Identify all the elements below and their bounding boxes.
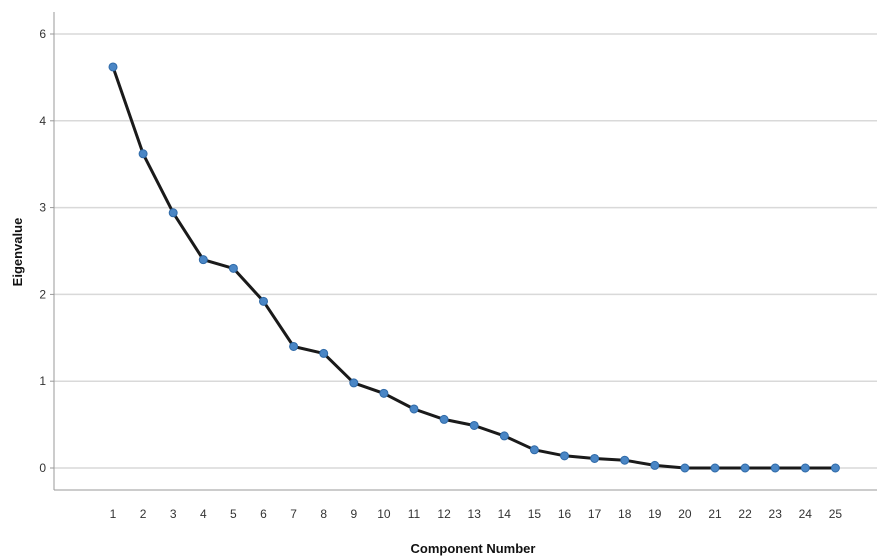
x-tick-label: 19 (648, 507, 662, 521)
y-tick-label: 0 (39, 461, 46, 475)
y-axis-title: Eigenvalue (10, 218, 25, 287)
x-tick-label: 25 (829, 507, 843, 521)
x-tick-label: 16 (558, 507, 572, 521)
x-tick-label: 21 (708, 507, 722, 521)
data-point (529, 445, 539, 455)
y-tick-label: 4 (39, 114, 46, 128)
x-tick-label: 22 (738, 507, 752, 521)
x-tick-label: 18 (618, 507, 632, 521)
data-point (228, 263, 238, 273)
data-point (650, 460, 660, 470)
x-axis-title: Component Number (411, 541, 536, 556)
y-tick-label: 1 (39, 374, 46, 388)
data-point (680, 463, 690, 473)
data-point (379, 388, 389, 398)
x-tick-label: 7 (290, 507, 297, 521)
x-tick-label: 11 (408, 507, 421, 521)
y-ticks: 0 1 2 3 4 6 (39, 27, 54, 475)
eigenvalue-points (108, 62, 840, 473)
data-point (620, 455, 630, 465)
x-tick-label: 9 (350, 507, 357, 521)
data-point (800, 463, 810, 473)
data-point (499, 431, 509, 441)
data-point (710, 463, 720, 473)
data-point (108, 62, 118, 72)
x-tick-label: 14 (498, 507, 512, 521)
gridlines (54, 33, 877, 469)
data-point (319, 348, 329, 358)
eigenvalue-line (111, 66, 836, 470)
data-point (439, 414, 449, 424)
data-point (168, 208, 178, 218)
data-point (409, 404, 419, 414)
x-tick-label: 13 (468, 507, 482, 521)
x-tick-label: 4 (200, 507, 207, 521)
x-tick-label: 24 (799, 507, 813, 521)
x-ticks: 1 2 3 4 5 6 7 8 9 10 11 12 13 14 15 16 17 18 19 20 21 22 23 24 2… (110, 507, 843, 521)
data-point (259, 296, 268, 306)
x-tick-label: 12 (437, 507, 451, 521)
data-point (830, 463, 840, 473)
x-tick-label: 20 (678, 507, 692, 521)
data-point (349, 378, 359, 388)
data-point (560, 451, 569, 461)
data-point (740, 463, 750, 473)
x-tick-label: 3 (170, 507, 177, 521)
x-tick-label: 8 (320, 507, 327, 521)
data-point (138, 149, 148, 159)
data-point (590, 453, 600, 463)
data-point (770, 463, 780, 473)
x-tick-label: 17 (588, 507, 602, 521)
x-tick-label: 15 (528, 507, 542, 521)
x-tick-label: 1 (110, 507, 117, 521)
y-tick-label: 6 (39, 27, 46, 41)
y-tick-label: 2 (39, 287, 46, 301)
x-tick-label: 5 (230, 507, 237, 521)
data-point (289, 341, 299, 351)
x-tick-label: 23 (769, 507, 783, 521)
data-point (198, 255, 208, 265)
x-tick-label: 10 (377, 507, 391, 521)
y-tick-label: 3 (39, 201, 46, 215)
x-tick-label: 2 (140, 507, 147, 521)
x-tick-label: 6 (260, 507, 267, 521)
data-point (469, 420, 479, 430)
